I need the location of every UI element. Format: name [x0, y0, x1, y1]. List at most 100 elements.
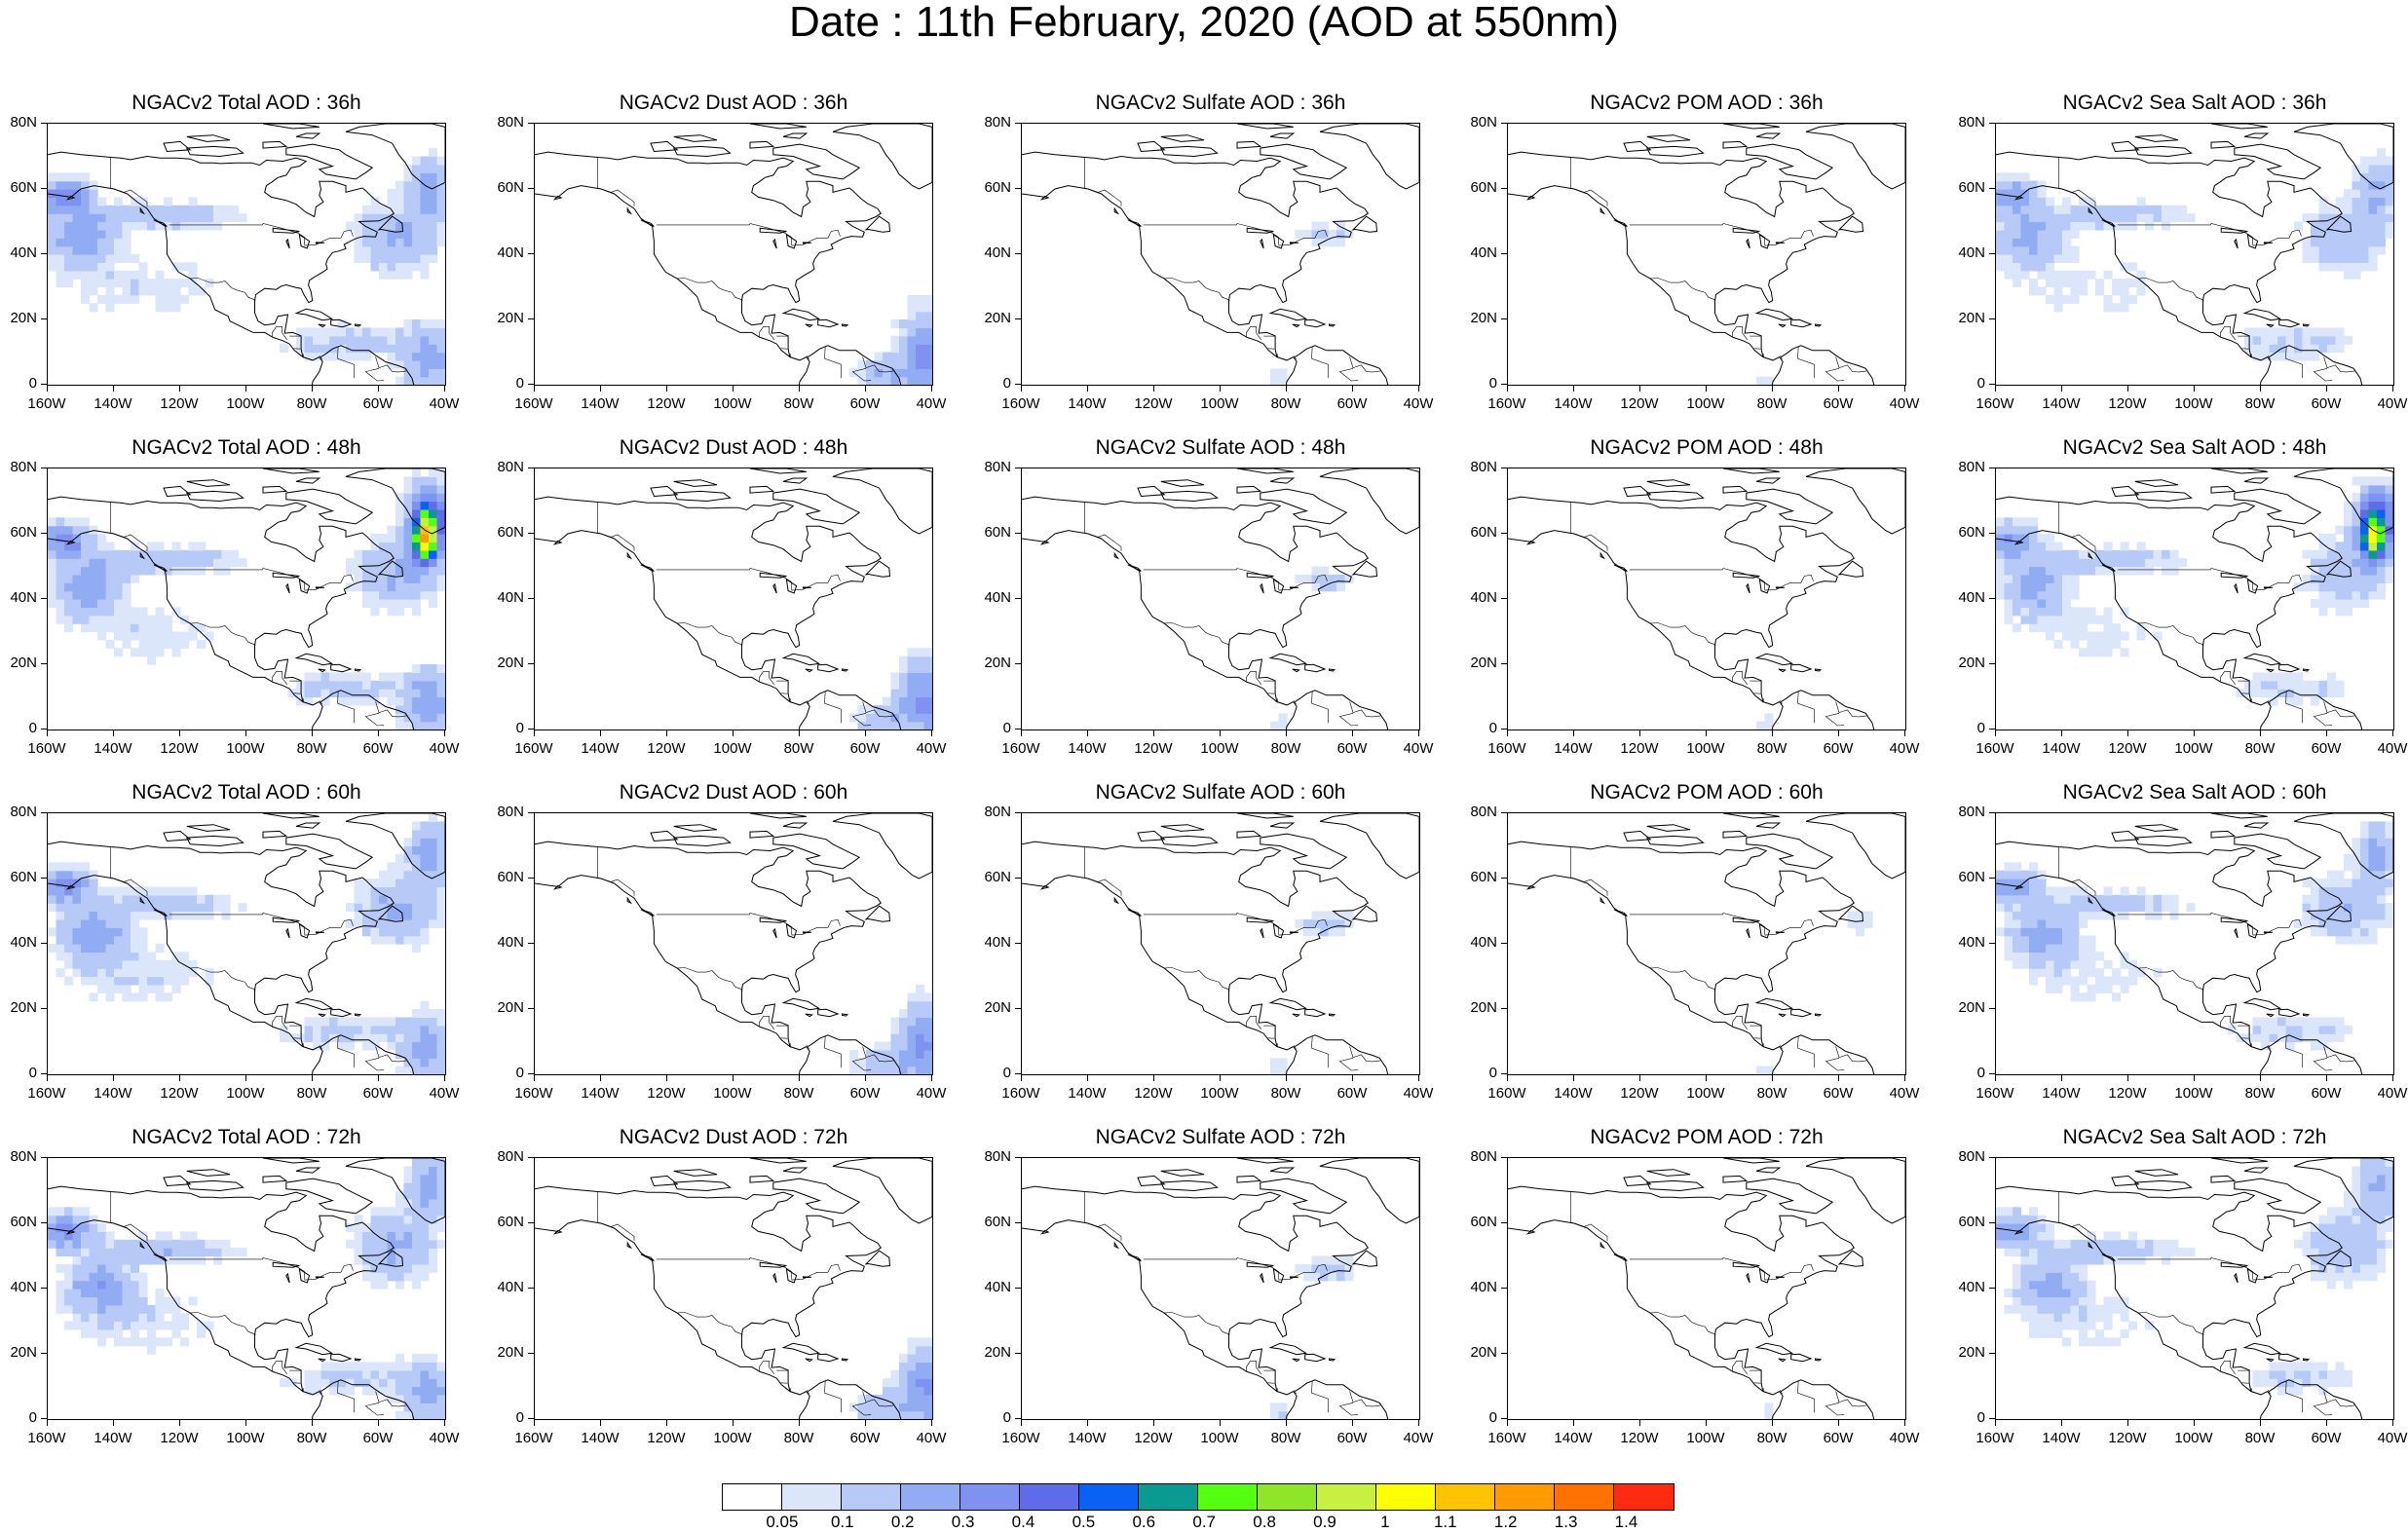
aod-cell	[64, 517, 73, 526]
aod-cell	[2311, 1026, 2319, 1034]
aod-cell	[164, 1248, 172, 1256]
aod-cell	[2377, 502, 2386, 510]
aod-cell	[56, 206, 65, 214]
x-tick-label: 100W	[1676, 1085, 1735, 1102]
aod-cell	[2145, 213, 2154, 222]
aod-cell	[395, 1231, 404, 1240]
aod-cell	[395, 502, 404, 510]
aod-cell	[404, 197, 413, 206]
aod-cell	[858, 1403, 867, 1411]
coastline	[1782, 1380, 1879, 1419]
aod-cell	[123, 623, 132, 632]
country-border	[770, 1367, 774, 1374]
aod-cell	[114, 952, 123, 960]
aod-cell	[404, 1042, 413, 1051]
aod-cell	[2360, 846, 2369, 855]
aod-cell	[64, 172, 73, 181]
aod-cell	[437, 360, 446, 369]
aod-cell	[891, 1387, 900, 1396]
aod-cell	[2311, 238, 2319, 246]
aod-cell	[2336, 542, 2345, 550]
island-outline	[651, 831, 677, 841]
aod-cell	[131, 1264, 139, 1273]
aod-cell	[858, 1058, 867, 1066]
aod-cell	[395, 353, 404, 361]
aod-cell	[2112, 1337, 2121, 1346]
aod-cell	[2352, 1207, 2361, 1216]
aod-cell	[2005, 230, 2013, 239]
aod-cell	[296, 689, 305, 697]
aod-cell	[412, 165, 421, 173]
aod-cell	[81, 968, 90, 977]
aod-cell	[81, 1296, 90, 1305]
aod-cell	[73, 213, 82, 222]
aod-cell	[395, 1199, 404, 1208]
map-area	[534, 123, 933, 386]
aod-cell	[891, 1026, 900, 1034]
aod-cell	[2062, 936, 2071, 945]
coastline	[535, 152, 881, 356]
island-outline	[1647, 1170, 1690, 1177]
aod-cell	[2021, 1264, 2030, 1273]
aod-cell	[388, 1272, 396, 1281]
aod-cell	[395, 936, 404, 945]
aod-cell	[412, 1231, 421, 1240]
aod-cell	[97, 262, 106, 271]
aod-cell	[197, 542, 206, 550]
aod-cell	[395, 206, 404, 214]
aod-cell	[2062, 222, 2071, 231]
aod-cell	[1848, 912, 1857, 920]
y-tick-label: 20N	[489, 655, 524, 671]
aod-cell	[2071, 287, 2080, 296]
aod-cell	[908, 1354, 917, 1363]
aod-cell	[2128, 903, 2137, 912]
aod-cell	[2029, 222, 2038, 231]
colorbar-label: 1.3	[1555, 1513, 1578, 1532]
aod-cell	[73, 1248, 82, 1256]
aod-cell	[2005, 567, 2013, 576]
aod-cell	[2021, 206, 2030, 214]
aod-cell	[395, 862, 404, 871]
aod-cell	[106, 919, 115, 928]
coastline	[1296, 1035, 1393, 1074]
aod-cell	[355, 903, 363, 912]
aod-cell	[2088, 1313, 2096, 1322]
aod-cell	[924, 1395, 933, 1403]
aod-cell	[2360, 1166, 2369, 1175]
country-border	[1085, 1192, 1121, 1241]
aod-cell	[48, 534, 56, 543]
aod-cell	[90, 1313, 98, 1322]
x-tick	[47, 1420, 48, 1426]
aod-cell	[2352, 1191, 2361, 1200]
y-tick-label: 0	[976, 1065, 1011, 1081]
country-border	[825, 1381, 842, 1413]
island-outline	[627, 1243, 630, 1248]
aod-cell	[437, 1216, 446, 1224]
aod-cell	[2344, 895, 2352, 904]
aod-cell	[2005, 558, 2013, 567]
aod-cell	[395, 509, 404, 518]
aod-cell	[97, 295, 106, 304]
aod-cell	[395, 262, 404, 271]
aod-cell	[2170, 1248, 2179, 1256]
aod-cell	[123, 213, 132, 222]
aod-cell	[2360, 1191, 2369, 1200]
x-tick-label: 100W	[2164, 395, 2223, 412]
aod-cell	[147, 623, 156, 632]
aod-cell	[437, 493, 446, 502]
aod-cell	[2162, 206, 2170, 214]
aod-cell	[2369, 1256, 2378, 1265]
aod-cell	[2360, 1175, 2369, 1183]
aod-cell	[2360, 558, 2369, 567]
aod-cell	[172, 912, 181, 920]
island-outline	[296, 1168, 320, 1173]
aod-cell	[164, 992, 172, 1001]
aod-cell	[2071, 607, 2080, 616]
aod-cell	[2360, 854, 2369, 863]
x-tick	[1286, 386, 1287, 392]
aod-cell	[346, 1042, 355, 1051]
aod-cell	[197, 1240, 206, 1249]
aod-cell	[916, 336, 924, 345]
aod-cell	[90, 230, 98, 239]
